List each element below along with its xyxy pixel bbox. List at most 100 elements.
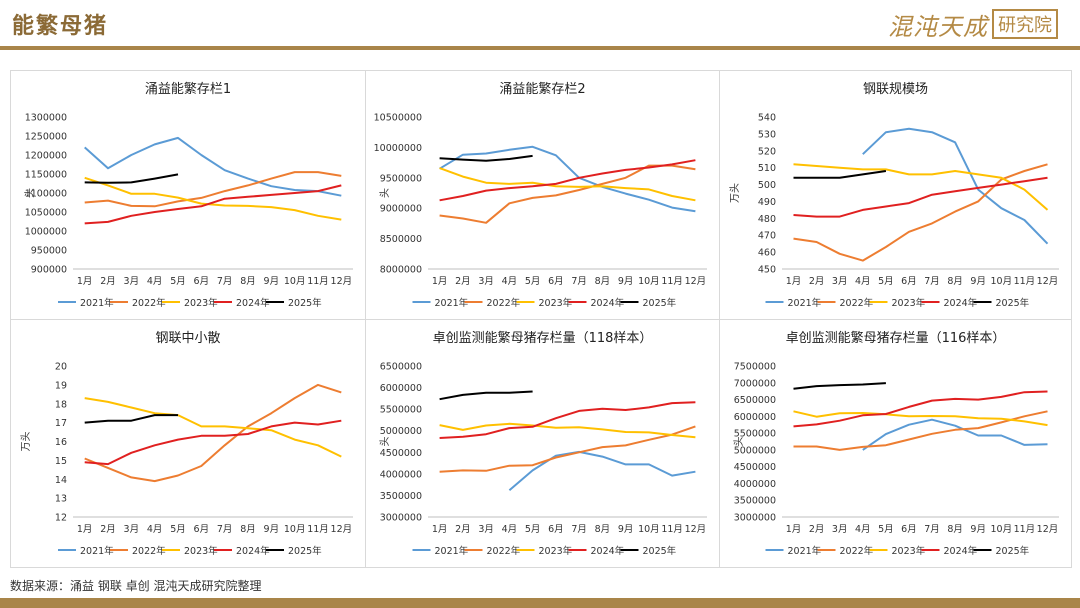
footer-bar [0, 598, 1080, 608]
x-tick-label: 11月 [1014, 524, 1036, 535]
y-tick-label: 13 [55, 494, 67, 505]
x-tick-label: 8月 [947, 276, 963, 287]
legend-label: 2024年 [944, 297, 978, 309]
y-tick-label: 530 [758, 129, 776, 140]
y-tick-label: 5500000 [380, 405, 422, 416]
legend-label: 2024年 [591, 297, 625, 309]
y-tick-label: 950000 [31, 246, 67, 257]
legend-label: 2022年 [132, 545, 166, 557]
x-tick-label: 10月 [990, 524, 1012, 535]
chart-title: 钢联中小散 [155, 331, 220, 346]
x-tick-label: 4月 [855, 276, 871, 287]
legend-label: 2023年 [539, 297, 573, 309]
y-tick-label: 17 [55, 418, 67, 429]
y-axis-label: 头 [24, 188, 36, 198]
y-axis-label: 万头 [20, 432, 32, 452]
series-line-2022年 [84, 171, 342, 208]
series-line-2023年 [793, 410, 1048, 427]
x-tick-label: 10月 [990, 276, 1012, 287]
chart-panel-6: 卓创监测能繁母猪存栏量（116样本） 3000000 3500000 4000000 4… [719, 319, 1071, 567]
chart-svg: 涌益能繁存栏2 8000000 8500000 9000000 9500000 10000… [374, 81, 707, 309]
x-tick-label: 9月 [970, 524, 986, 535]
legend-label: 2022年 [487, 545, 521, 557]
y-tick-label: 1050000 [25, 208, 67, 219]
y-tick-label: 6500000 [380, 362, 422, 373]
x-tick-label: 1月 [432, 276, 448, 287]
y-tick-label: 900000 [31, 265, 67, 276]
legend-label: 2022年 [132, 297, 166, 309]
x-tick-label: 3月 [478, 276, 494, 287]
x-tick-label: 4月 [147, 524, 163, 535]
x-tick-label: 4月 [855, 524, 871, 535]
legend-label: 2025年 [996, 297, 1030, 309]
x-tick-label: 2月 [455, 276, 471, 287]
logo-text: 混沌天成 [888, 12, 988, 41]
series-line-2023年 [84, 397, 342, 458]
x-tick-label: 3月 [832, 276, 848, 287]
legend-label: 2021年 [80, 297, 114, 309]
header: 能繁母猪 混沌天成 研究院 [0, 0, 1080, 50]
chart-panel-3: 钢联规模场 450 460 470 480 490 500 510 520 530 540 万头 1月 2… [719, 71, 1071, 319]
series-line-2021年 [508, 450, 696, 492]
x-tick-label: 3月 [124, 276, 140, 287]
y-tick-label: 16 [55, 437, 67, 448]
x-tick-label: 7月 [217, 524, 233, 535]
x-tick-label: 3月 [832, 524, 848, 535]
legend-label: 2025年 [643, 297, 677, 309]
series-line-2025年 [793, 170, 887, 179]
series-line-2022年 [439, 164, 696, 224]
x-tick-label: 1月 [786, 524, 802, 535]
chart-panel-5: 卓创监测能繁母猪存栏量（118样本） 3000000 3500000 4000000 4… [365, 319, 719, 567]
y-tick-label: 7000000 [734, 378, 776, 389]
x-tick-label: 6月 [194, 276, 210, 287]
y-tick-label: 9500000 [380, 173, 422, 184]
y-tick-label: 460 [758, 248, 776, 259]
x-tick-label: 7月 [571, 276, 587, 287]
page-title: 能繁母猪 [12, 13, 109, 39]
legend-label: 2021年 [435, 545, 469, 557]
y-tick-label: 1000000 [25, 227, 67, 238]
legend-label: 2025年 [996, 545, 1030, 557]
y-axis-label: 头 [379, 437, 391, 447]
y-tick-label: 500 [758, 180, 776, 191]
x-tick-label: 4月 [502, 524, 518, 535]
x-tick-label: 3月 [124, 524, 140, 535]
x-tick-label: 6月 [548, 276, 564, 287]
x-tick-label: 12月 [1037, 524, 1059, 535]
series-line-2024年 [439, 401, 696, 439]
y-axis-label: 万头 [729, 183, 741, 203]
x-tick-label: 5月 [170, 276, 186, 287]
y-tick-label: 19 [55, 380, 67, 391]
chart-title: 涌益能繁存栏1 [145, 81, 231, 97]
y-tick-label: 15 [55, 456, 67, 467]
y-tick-label: 1100000 [25, 189, 67, 200]
x-tick-label: 6月 [548, 524, 564, 535]
series-line-2021年 [862, 418, 1048, 451]
y-tick-label: 450 [758, 265, 776, 276]
x-tick-label: 8月 [240, 276, 256, 287]
legend-label: 2024年 [591, 545, 625, 557]
x-tick-label: 12月 [685, 276, 707, 287]
x-tick-label: 5月 [525, 276, 541, 287]
x-tick-label: 7月 [571, 524, 587, 535]
series-line-2021年 [84, 136, 342, 197]
x-tick-label: 8月 [947, 524, 963, 535]
legend-label: 2023年 [184, 297, 218, 309]
series-line-2024年 [793, 176, 1048, 218]
chart-title: 涌益能繁存栏2 [499, 81, 585, 97]
y-tick-label: 9000000 [380, 204, 422, 215]
legend-label: 2023年 [539, 545, 573, 557]
y-tick-label: 10000000 [374, 143, 422, 154]
x-tick-label: 11月 [307, 276, 329, 287]
x-tick-label: 6月 [194, 524, 210, 535]
legend-label: 2023年 [184, 545, 218, 557]
x-tick-label: 1月 [786, 276, 802, 287]
series-line-2022年 [439, 425, 696, 473]
chart-panel-4: 钢联中小散 12 13 14 15 16 17 18 19 20 万头 1月 2月 3月 4月 5月 6月 7月 8… [11, 319, 365, 567]
series-line-2025年 [84, 414, 178, 424]
y-tick-label: 480 [758, 214, 776, 225]
x-tick-label: 2月 [809, 524, 825, 535]
legend-label: 2023年 [892, 297, 926, 309]
x-tick-label: 10月 [284, 276, 306, 287]
y-tick-label: 5000000 [380, 426, 422, 437]
